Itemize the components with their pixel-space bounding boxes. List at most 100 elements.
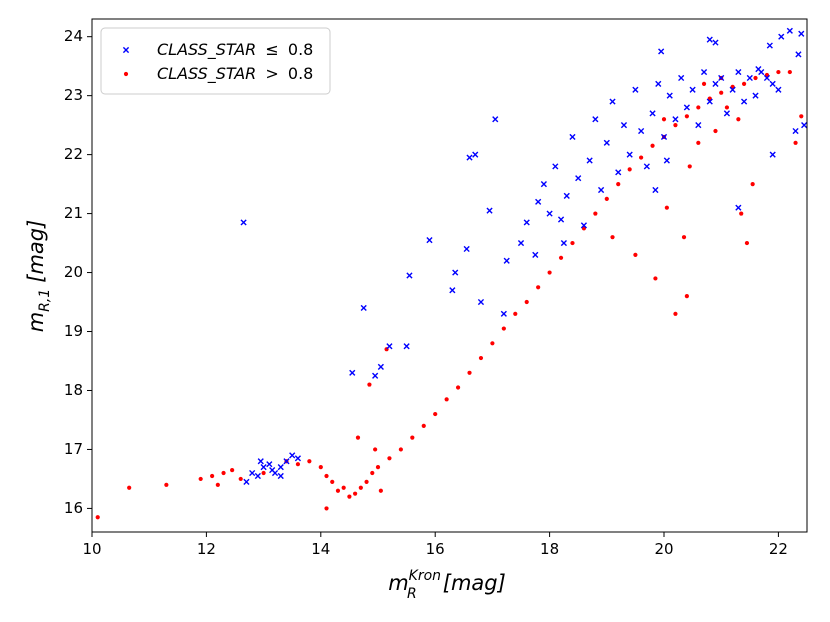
point-red-13 <box>330 479 335 484</box>
point-red-67 <box>378 488 383 493</box>
legend-value-blue: 0.8 <box>288 40 313 59</box>
legend-marker-blue <box>122 46 130 54</box>
x-tick-label-16: 16 <box>426 540 445 558</box>
x-tick-label-20: 20 <box>654 540 673 558</box>
point-blue-48 <box>632 86 639 93</box>
legend-op-blue: ≤ <box>265 40 278 59</box>
point-blue-79 <box>706 36 713 43</box>
point-blue-26 <box>486 207 493 214</box>
point-blue-83 <box>769 151 776 158</box>
point-red-41 <box>604 196 609 201</box>
point-red-49 <box>696 105 701 110</box>
point-blue-81 <box>658 48 665 55</box>
point-red-24 <box>410 435 415 440</box>
point-red-66 <box>215 482 220 487</box>
point-blue-28 <box>503 257 510 264</box>
point-blue-41 <box>592 116 599 123</box>
point-red-38 <box>570 240 575 246</box>
point-blue-53 <box>660 133 668 141</box>
legend-var-red: CLASS_STAR <box>157 64 256 84</box>
point-blue-22 <box>452 269 459 276</box>
legend: CLASS_STAR ≤ 0.8 CLASS_STAR > 0.8 <box>100 27 331 95</box>
point-blue-45 <box>615 169 622 176</box>
point-red-56 <box>776 69 781 75</box>
point-blue-59 <box>695 122 702 129</box>
point-red-81 <box>713 128 718 134</box>
x-tick-label-10: 10 <box>82 540 101 558</box>
point-blue-11 <box>277 472 284 480</box>
point-red-6 <box>230 467 235 473</box>
point-blue-30 <box>523 219 530 226</box>
point-blue-85 <box>801 122 808 129</box>
point-red-29 <box>467 370 472 375</box>
legend-label-blue: CLASS_STAR ≤ 0.8 <box>157 40 313 60</box>
point-blue-35 <box>557 216 565 223</box>
legend-var-blue: CLASS_STAR <box>157 40 256 60</box>
point-red-79 <box>661 117 667 122</box>
point-red-51 <box>719 90 724 95</box>
legend-label-red: CLASS_STAR > 0.8 <box>157 64 313 84</box>
legend-symbol-blue <box>122 46 130 54</box>
point-red-10 <box>307 459 312 464</box>
point-blue-19 <box>403 343 410 350</box>
y-axis-label-unit: [mag] <box>24 220 48 283</box>
point-blue-57 <box>683 104 690 111</box>
legend-box <box>100 27 331 95</box>
legend-symbol-red <box>123 71 129 77</box>
x-tick-label-14: 14 <box>311 540 330 558</box>
point-blue-8 <box>283 458 290 465</box>
point-blue-84 <box>792 127 799 135</box>
point-blue-40 <box>586 157 593 164</box>
point-blue-86 <box>735 204 742 211</box>
point-red-35 <box>536 285 541 290</box>
point-red-48 <box>684 114 689 119</box>
point-red-7 <box>238 476 243 482</box>
point-blue-7 <box>277 464 284 471</box>
point-red-84 <box>701 81 707 86</box>
series-blue <box>240 27 808 485</box>
point-blue-46 <box>620 122 628 129</box>
point-blue-67 <box>740 98 748 105</box>
point-blue-20 <box>426 237 433 244</box>
point-blue-90 <box>532 251 539 258</box>
x-tick-label-18: 18 <box>540 540 559 558</box>
plot-area <box>95 27 808 520</box>
point-blue-52 <box>655 80 662 87</box>
point-blue-18 <box>386 343 393 350</box>
point-red-3 <box>198 476 203 482</box>
point-red-74 <box>687 164 692 169</box>
x-tick-label-22: 22 <box>769 540 788 558</box>
point-blue-73 <box>775 86 782 93</box>
point-blue-0 <box>240 219 247 226</box>
x-axis-label: mKron R [mag] <box>388 568 506 602</box>
point-red-80 <box>696 140 701 145</box>
point-blue-91 <box>477 298 485 306</box>
point-red-0 <box>95 515 100 520</box>
point-red-33 <box>513 311 518 316</box>
point-blue-33 <box>546 210 553 217</box>
y-tick-label-23: 23 <box>64 86 83 104</box>
point-blue-63 <box>718 74 725 82</box>
point-red-69 <box>653 276 658 281</box>
point-red-19 <box>364 479 369 484</box>
point-red-70 <box>681 235 687 240</box>
point-blue-21 <box>406 272 413 279</box>
point-red-72 <box>750 182 755 187</box>
x-axis-label-sup: Kron <box>409 568 441 584</box>
point-blue-17 <box>377 363 384 370</box>
point-red-82 <box>724 105 730 110</box>
point-blue-47 <box>626 151 633 158</box>
point-blue-61 <box>706 98 713 105</box>
point-blue-15 <box>360 304 367 312</box>
point-blue-42 <box>597 186 605 194</box>
point-red-2 <box>164 482 169 487</box>
point-blue-1 <box>243 478 250 485</box>
point-red-11 <box>318 465 323 470</box>
point-red-1 <box>127 485 132 490</box>
point-blue-56 <box>678 74 685 82</box>
y-tick-label-24: 24 <box>64 27 83 45</box>
point-blue-38 <box>575 175 582 182</box>
point-red-37 <box>558 255 564 260</box>
point-blue-29 <box>517 239 525 247</box>
point-red-17 <box>353 491 358 496</box>
